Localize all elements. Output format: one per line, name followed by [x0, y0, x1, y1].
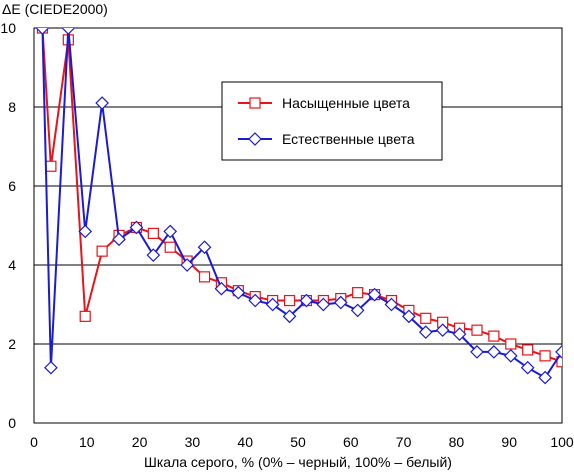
series-line-saturated [41, 28, 562, 363]
data-point-natural [333, 295, 348, 310]
x-tick-label: 20 [132, 434, 148, 450]
data-point-natural [248, 293, 263, 308]
data-point-natural [402, 309, 416, 324]
data-point-natural [44, 360, 58, 375]
data-point-natural [418, 325, 433, 339]
data-point-saturated [522, 344, 534, 356]
data-point-saturated [539, 350, 551, 362]
data-point-natural [316, 297, 331, 312]
x-tick-label: 60 [343, 434, 359, 450]
data-point-natural [503, 349, 518, 363]
x-tick-label: 70 [396, 434, 412, 450]
data-point-natural [555, 345, 562, 359]
x-axis-title: Шкала серого, % (0% – черный, 100% – бел… [144, 454, 452, 470]
data-point-saturated [420, 312, 432, 324]
data-point-saturated [45, 160, 57, 172]
y-tick-label: 0 [8, 415, 16, 431]
y-tick-label: 2 [8, 336, 16, 352]
legend-box [221, 81, 443, 161]
x-axis-ticks: 0 10 20 30 40 50 60 70 80 90 100 [30, 434, 574, 450]
data-point-natural [214, 281, 229, 296]
data-point-natural [95, 96, 109, 110]
data-point-saturated [164, 241, 176, 253]
x-tick-label: 30 [185, 434, 201, 450]
data-point-saturated [198, 271, 211, 283]
x-tick-label: 40 [237, 434, 253, 450]
series-layer [35, 28, 562, 385]
data-point-natural [78, 224, 93, 239]
y-axis-ticks: 0 2 4 6 8 10 [0, 20, 16, 431]
x-tick-label: 10 [79, 434, 95, 450]
data-point-natural [350, 303, 365, 318]
data-point-natural [112, 232, 126, 247]
data-point-natural [282, 309, 297, 324]
data-point-saturated [79, 310, 91, 322]
plot-area [33, 27, 563, 424]
data-point-natural [146, 248, 161, 262]
data-point-natural [435, 323, 450, 338]
legend-marker-natural [248, 132, 262, 146]
data-point-natural [231, 285, 246, 300]
data-point-natural [384, 297, 399, 312]
data-point-natural [197, 240, 212, 255]
data-point-natural [470, 345, 484, 359]
data-point-saturated [505, 338, 517, 350]
y-tick-label: 6 [8, 178, 16, 194]
y-tick-label: 4 [8, 257, 16, 273]
data-point-saturated [471, 324, 483, 336]
data-point-saturated [352, 287, 364, 299]
x-tick-label: 100 [550, 434, 574, 450]
data-point-natural [163, 224, 178, 239]
data-point-natural [265, 297, 280, 312]
data-point-saturated [283, 294, 296, 307]
data-point-natural [520, 360, 535, 375]
data-point-natural [180, 258, 194, 272]
y-tick-label: 10 [0, 20, 16, 36]
data-point-natural [487, 345, 501, 359]
x-tick-label: 0 [30, 434, 38, 450]
data-point-natural [129, 220, 144, 235]
data-point-natural [538, 370, 552, 385]
x-tick-label: 90 [501, 434, 517, 450]
data-point-natural [452, 327, 467, 341]
legend-label-natural: Естественные цвета [282, 131, 415, 147]
data-point-natural [35, 28, 50, 35]
y-tick-label: 8 [8, 99, 16, 115]
legend-marker-saturated [249, 97, 261, 109]
x-tick-label: 50 [290, 434, 306, 450]
data-point-natural [367, 287, 382, 302]
x-tick-label: 80 [449, 434, 465, 450]
data-point-natural [61, 28, 76, 35]
data-point-saturated [96, 245, 108, 257]
legend-label-saturated: Насыщенные цвета [282, 95, 410, 111]
data-point-saturated [556, 356, 562, 368]
data-point-saturated [488, 330, 500, 342]
y-axis-title: ΔE (CIEDE2000) [2, 1, 108, 17]
data-point-natural [299, 293, 314, 308]
data-point-saturated [147, 227, 159, 239]
legend: Насыщенные цвета Естественные цвета [221, 81, 443, 161]
series-line-natural [41, 28, 562, 379]
